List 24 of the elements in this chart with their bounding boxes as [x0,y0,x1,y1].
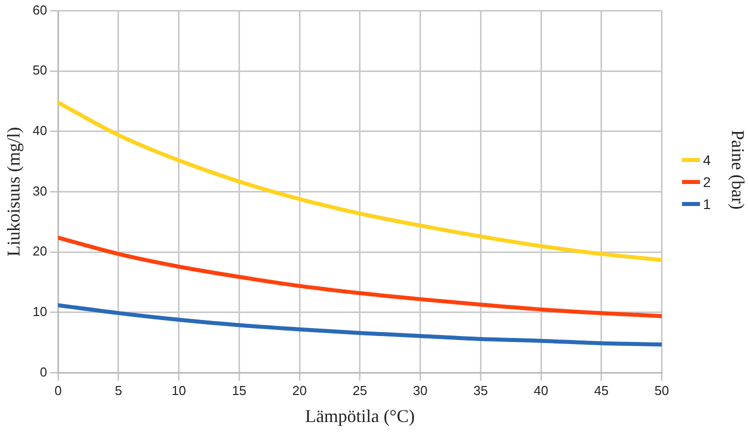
legend-title: Paine (bar) [726,130,748,210]
x-tick-label: 50 [654,383,670,398]
x-tick-label: 45 [594,383,609,398]
x-axis-title: Lämpötila (°C) [305,406,415,426]
y-tick-label: 50 [32,62,48,78]
x-tick-label: 0 [54,383,62,398]
x-tick-label: 35 [473,383,488,398]
x-tick-label: 10 [172,383,186,398]
y-tick-label: 60 [32,2,48,18]
y-tick-label: 30 [32,183,48,198]
x-tick-label: 15 [232,383,246,398]
x-tick-label: 5 [114,383,122,398]
y-axis-title: Liukoisuus (mg/l) [4,127,24,257]
x-tick-label: 30 [413,383,428,398]
x-tick-label: 20 [292,383,307,398]
y-tick-label: 10 [32,304,48,320]
x-tick-label: 40 [534,383,548,398]
legend-label: 2 [703,174,711,190]
x-tick-label: 25 [352,383,368,398]
legend-label: 4 [703,152,711,168]
y-tick-label: 20 [32,244,48,259]
y-tick-label: 40 [32,123,48,138]
legend-label: 1 [703,196,711,212]
y-tick-label: 0 [40,364,48,380]
